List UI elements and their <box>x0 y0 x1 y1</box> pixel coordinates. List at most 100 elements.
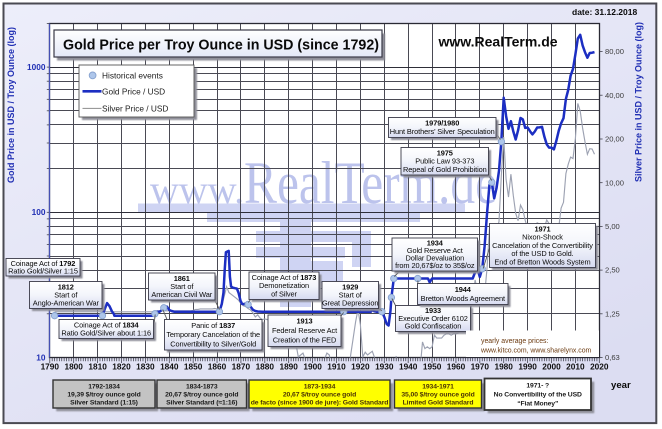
svg-text:2010: 2010 <box>566 362 585 372</box>
svg-text:19,39 $/troy ounce gold: 19,39 $/troy ounce gold <box>67 391 140 398</box>
svg-text:Limited Gold Standard: Limited Gold Standard <box>403 399 474 406</box>
svg-text:Repeal of Gold Prohibition: Repeal of Gold Prohibition <box>403 165 487 174</box>
svg-text:1971: 1971 <box>534 225 550 234</box>
svg-text:1810: 1810 <box>88 362 107 372</box>
svg-text:Coinage Act of 1834: Coinage Act of 1834 <box>74 320 140 329</box>
svg-text:1900: 1900 <box>303 362 322 372</box>
svg-text:de facto (since 1900 de jure):: de facto (since 1900 de jure): Gold Stan… <box>251 399 389 406</box>
svg-text:of Silver: of Silver <box>271 289 297 298</box>
svg-text:1975: 1975 <box>437 149 453 158</box>
svg-text:1790: 1790 <box>41 362 60 372</box>
svg-text:20,67 $/troy ounce gold: 20,67 $/troy ounce gold <box>283 391 356 398</box>
svg-text:1,25: 1,25 <box>605 309 620 318</box>
svg-text:10,00: 10,00 <box>605 178 624 187</box>
svg-text:Hunt Brothers’ Silver Speculat: Hunt Brothers’ Silver Speculation <box>390 127 495 136</box>
svg-text:1873-1934: 1873-1934 <box>304 383 336 390</box>
svg-text:Panic of 1837: Panic of 1837 <box>191 321 235 330</box>
svg-text:Ratio Gold/Silver about 1:16: Ratio Gold/Silver about 1:16 <box>61 328 151 337</box>
svg-text:“Fiat Money”: “Fiat Money” <box>517 401 558 408</box>
svg-text:1850: 1850 <box>184 362 203 372</box>
svg-text:Silver Standard (≈1:16): Silver Standard (≈1:16) <box>166 399 237 406</box>
svg-text:2000: 2000 <box>542 362 561 372</box>
svg-text:1930: 1930 <box>375 362 394 372</box>
svg-text:Temporary Cancelation of the: Temporary Cancelation of the <box>166 330 260 339</box>
svg-text:1000: 1000 <box>27 62 46 72</box>
svg-text:1920: 1920 <box>351 362 370 372</box>
svg-text:Start of: Start of <box>54 290 78 299</box>
svg-text:Public Law 93-373: Public Law 93-373 <box>415 157 474 166</box>
svg-text:date: 31.12.2018: date: 31.12.2018 <box>572 7 637 17</box>
svg-text:Dollar Devaluation: Dollar Devaluation <box>406 254 465 263</box>
svg-text:1980: 1980 <box>494 362 513 372</box>
svg-text:1934-1971: 1934-1971 <box>422 383 454 390</box>
svg-text:2020: 2020 <box>590 362 609 372</box>
svg-text:Coinage Act of 1873: Coinage Act of 1873 <box>252 273 317 282</box>
svg-text:Gold Reserve Act: Gold Reserve Act <box>407 246 463 255</box>
svg-text:1940: 1940 <box>399 362 418 372</box>
svg-text:Demonetization: Demonetization <box>259 281 309 290</box>
svg-text:1934: 1934 <box>427 239 444 248</box>
svg-text:Silver Price / USD: Silver Price / USD <box>102 103 168 113</box>
svg-text:10: 10 <box>36 352 46 362</box>
svg-text:20,67 $/troy ounce gold: 20,67 $/troy ounce gold <box>165 391 238 398</box>
svg-text:year: year <box>611 380 631 391</box>
svg-text:www.RealTerm.de: www.RealTerm.de <box>438 34 558 50</box>
svg-text:1990: 1990 <box>518 362 537 372</box>
svg-text:40,00: 40,00 <box>605 91 624 100</box>
svg-text:Bretton Woods Agreement: Bretton Woods Agreement <box>421 294 505 303</box>
svg-text:1970: 1970 <box>471 362 490 372</box>
svg-text:1880: 1880 <box>256 362 275 372</box>
svg-text:1820: 1820 <box>112 362 131 372</box>
svg-text:1971- ?: 1971- ? <box>526 382 549 389</box>
svg-text:1890: 1890 <box>279 362 298 372</box>
svg-text:Gold Confiscation: Gold Confiscation <box>405 322 462 331</box>
svg-text:35,00 $/troy ounce gold: 35,00 $/troy ounce gold <box>401 391 474 398</box>
svg-text:2,50: 2,50 <box>605 266 620 275</box>
svg-text:Federal Reserve Act: Federal Reserve Act <box>272 326 337 335</box>
svg-text:Nixon-Shock: Nixon-Shock <box>522 233 563 242</box>
svg-text:0,63: 0,63 <box>605 353 620 362</box>
svg-text:Anglo-American War: Anglo-American War <box>33 298 100 307</box>
svg-text:1933: 1933 <box>425 306 441 315</box>
svg-text:www.kitco.com, www.sharelynx.c: www.kitco.com, www.sharelynx.com <box>480 348 592 355</box>
svg-text:End of Bretton Woods System: End of Bretton Woods System <box>494 257 590 266</box>
svg-text:1979/1980: 1979/1980 <box>425 119 459 128</box>
svg-text:of the USD to Gold.: of the USD to Gold. <box>511 249 573 258</box>
svg-text:Start of: Start of <box>339 290 363 299</box>
svg-text:yearly average prices:: yearly average prices: <box>481 338 548 345</box>
svg-text:Cancelation of the Convertibil: Cancelation of the Convertibility <box>492 241 593 250</box>
svg-text:1830: 1830 <box>136 362 155 372</box>
svg-text:Historical events: Historical events <box>102 70 163 80</box>
svg-text:Great Depression: Great Depression <box>322 298 378 307</box>
svg-text:Gold Price in USD / Troy Ounce: Gold Price in USD / Troy Ounce (log) <box>6 27 16 183</box>
svg-text:1870: 1870 <box>232 362 251 372</box>
svg-text:1860: 1860 <box>208 362 227 372</box>
svg-text:Gold Price per Troy Ounce in U: Gold Price per Troy Ounce in USD (since … <box>63 37 379 54</box>
svg-text:1929: 1929 <box>342 282 358 291</box>
svg-text:from 20,67$/oz to 35$/oz: from 20,67$/oz to 35$/oz <box>395 261 475 270</box>
svg-text:Convertibility to Silver/Gold: Convertibility to Silver/Gold <box>170 339 256 348</box>
svg-text:1834-1873: 1834-1873 <box>186 383 218 390</box>
svg-text:1944: 1944 <box>455 285 472 294</box>
svg-text:1792-1834: 1792-1834 <box>88 383 120 390</box>
svg-text:1960: 1960 <box>447 362 466 372</box>
svg-text:1800: 1800 <box>64 362 83 372</box>
svg-text:Ratio Gold/Silver 1:15: Ratio Gold/Silver 1:15 <box>8 266 78 275</box>
svg-text:1913: 1913 <box>296 317 312 326</box>
svg-text:1840: 1840 <box>160 362 179 372</box>
svg-text:1950: 1950 <box>423 362 442 372</box>
svg-text:20,00: 20,00 <box>605 135 624 144</box>
svg-text:No Convertibility of the USD: No Convertibility of the USD <box>494 392 582 399</box>
svg-text:www.: www. <box>150 167 244 212</box>
svg-text:5,00: 5,00 <box>605 222 620 231</box>
svg-text:80,00: 80,00 <box>605 47 624 56</box>
svg-text:Silver Standard (1:15): Silver Standard (1:15) <box>70 399 138 406</box>
svg-text:1861: 1861 <box>174 274 190 283</box>
svg-text:100: 100 <box>32 207 46 217</box>
svg-text:1910: 1910 <box>327 362 346 372</box>
svg-text:Start of: Start of <box>170 282 194 291</box>
svg-text:Silver Price in USD / Troy Oun: Silver Price in USD / Troy Ounce (log) <box>634 22 644 182</box>
svg-text:Executive Order 6102: Executive Order 6102 <box>398 314 467 323</box>
svg-text:Gold Price / USD: Gold Price / USD <box>102 86 165 96</box>
svg-text:Creation of the FED: Creation of the FED <box>273 336 336 345</box>
